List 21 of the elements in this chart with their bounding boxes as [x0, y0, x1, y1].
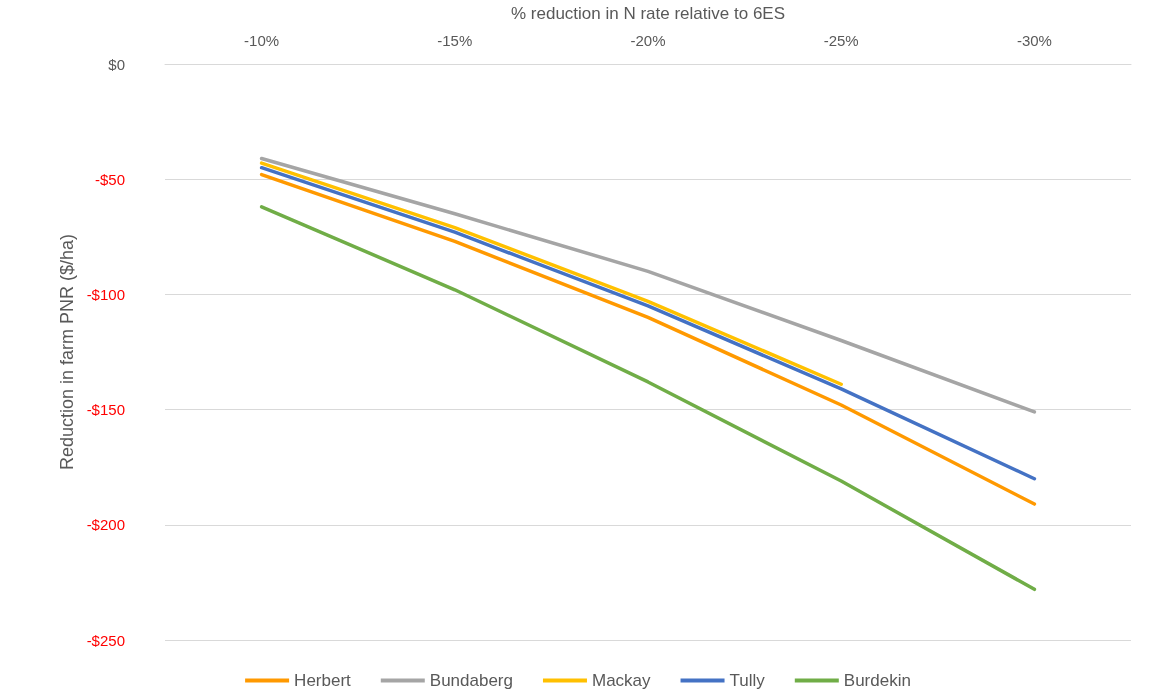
x-tick-label: -10%	[244, 32, 280, 49]
y-tick-label: -$250	[86, 631, 125, 649]
legend-label: Mackay	[591, 671, 652, 690]
x-tick-label: -25%	[823, 32, 859, 49]
y-tick-label: $0	[108, 55, 125, 73]
y-tick-label: -$200	[86, 516, 125, 534]
line-series	[259, 205, 1037, 592]
legend-label: Bundaberg	[429, 671, 513, 690]
legend-label: Tully	[729, 671, 766, 690]
x-tick-label: -20%	[630, 32, 666, 49]
legend-label: Burdekin	[843, 671, 911, 690]
x-tick-label: -15%	[437, 32, 473, 49]
y-tick-label: -$100	[86, 285, 125, 303]
y-tick-label: -$150	[86, 401, 125, 419]
y-axis-title: Reduction in farm PNR ($/ha)	[56, 233, 77, 471]
x-tick-label: -30%	[1016, 32, 1052, 49]
x-axis-title: % reduction in N rate relative to 6ES	[510, 4, 786, 23]
line-series	[259, 156, 1037, 414]
y-tick-label: -$50	[94, 170, 125, 188]
legend-label: Herbert	[294, 671, 352, 690]
line-series	[259, 161, 843, 387]
